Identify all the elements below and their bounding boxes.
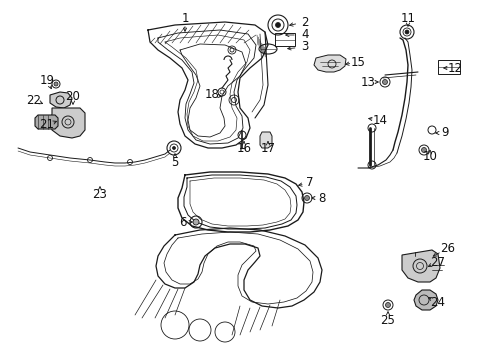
Text: 20: 20 xyxy=(65,90,80,103)
Circle shape xyxy=(193,219,199,225)
Text: 23: 23 xyxy=(92,189,107,202)
Circle shape xyxy=(421,148,426,153)
Text: 15: 15 xyxy=(350,55,365,68)
Text: 5: 5 xyxy=(171,156,178,168)
Polygon shape xyxy=(401,250,439,282)
Bar xyxy=(437,60,459,74)
Polygon shape xyxy=(260,132,271,148)
Polygon shape xyxy=(50,108,85,138)
Text: 4: 4 xyxy=(301,28,308,41)
Text: 22: 22 xyxy=(26,94,41,107)
Text: 12: 12 xyxy=(447,62,462,75)
Text: 8: 8 xyxy=(318,192,325,204)
Text: 17: 17 xyxy=(260,143,275,156)
Polygon shape xyxy=(35,115,58,129)
Text: 19: 19 xyxy=(40,73,54,86)
Circle shape xyxy=(304,195,309,201)
Text: 18: 18 xyxy=(204,89,219,102)
Circle shape xyxy=(172,147,175,149)
Text: 1: 1 xyxy=(181,12,188,24)
Text: 25: 25 xyxy=(380,314,395,327)
Circle shape xyxy=(275,22,280,27)
Circle shape xyxy=(385,302,390,307)
Text: 21: 21 xyxy=(40,118,54,131)
Text: 16: 16 xyxy=(236,143,251,156)
Circle shape xyxy=(54,82,58,86)
Text: 3: 3 xyxy=(301,40,308,54)
Circle shape xyxy=(404,30,408,34)
Ellipse shape xyxy=(259,44,276,54)
Text: 14: 14 xyxy=(372,113,386,126)
Polygon shape xyxy=(413,290,437,310)
Text: 9: 9 xyxy=(440,126,448,139)
Bar xyxy=(274,33,294,46)
Text: 24: 24 xyxy=(429,296,445,309)
Text: 2: 2 xyxy=(301,15,308,28)
Polygon shape xyxy=(50,92,72,108)
Text: 27: 27 xyxy=(429,256,445,269)
Text: 10: 10 xyxy=(422,150,437,163)
Circle shape xyxy=(382,80,386,85)
Text: 13: 13 xyxy=(360,76,375,89)
Text: 7: 7 xyxy=(305,176,313,189)
Text: 11: 11 xyxy=(400,12,415,24)
Text: 6: 6 xyxy=(179,216,186,229)
Polygon shape xyxy=(313,55,346,72)
Text: 26: 26 xyxy=(440,242,454,255)
